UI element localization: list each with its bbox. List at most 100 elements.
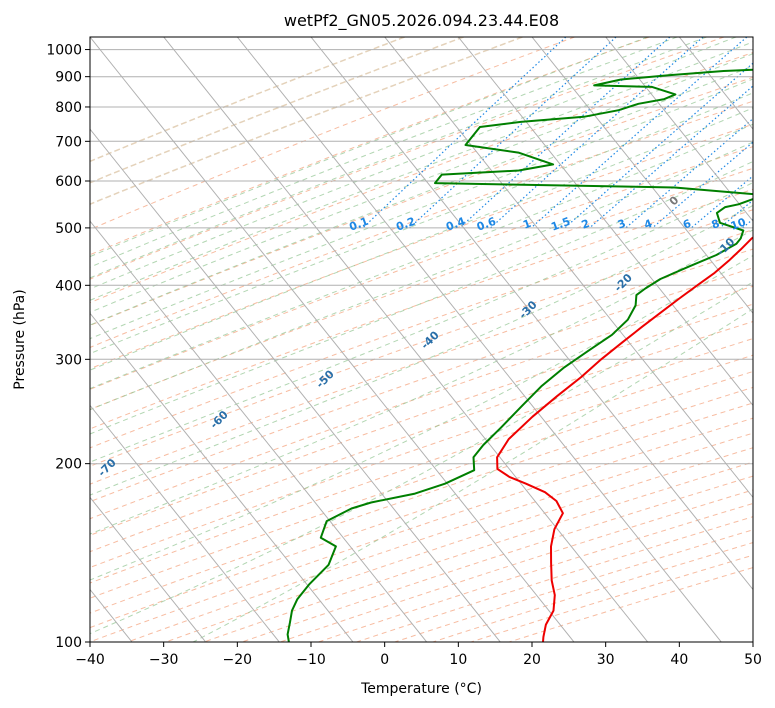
theta-e-line [90, 37, 523, 205]
dry-adiabat-line [90, 100, 753, 348]
x-axis-title: Temperature (°C) [360, 681, 482, 697]
temperature-line [496, 236, 753, 642]
y-tick-label: 600 [55, 174, 82, 190]
isotherm-line [678, 37, 753, 130]
dry-adiabat-label: -40 [419, 328, 442, 351]
plot-frame [89, 36, 754, 643]
mixing-ratio-label: 4 [642, 217, 654, 232]
dry-adiabat-label: -60 [208, 408, 231, 431]
isotherm-line [310, 37, 753, 591]
dry-adiabat-line [90, 285, 753, 520]
mixing-ratio-label: 0.2 [394, 215, 417, 234]
background-lines [90, 37, 775, 642]
y-tick-label: 1000 [46, 43, 82, 59]
y-tick-label: 300 [55, 352, 82, 368]
y-tick-label: 500 [55, 221, 82, 237]
isotherm-line [90, 404, 280, 642]
moist-adiabat-line [90, 53, 753, 313]
y-axis-title: Pressure (hPa) [12, 289, 28, 389]
y-tick-label: 700 [55, 134, 82, 150]
x-axis: −40 −30 −20 −10 0 10 20 30 40 50 [75, 642, 762, 668]
x-tick-label: 50 [744, 652, 762, 668]
isotherm-line [90, 496, 207, 642]
dry-adiabat-line [394, 529, 753, 642]
dry-adiabat-line [318, 502, 753, 642]
mixing-ratio-label: 8 [710, 217, 722, 232]
y-axis: 100 200 300 400 500 600 700 800 900 1000 [46, 43, 90, 651]
dry-adiabat-line [90, 267, 753, 503]
moist-adiabat-line [90, 37, 648, 258]
dewpoint-line [286, 68, 753, 642]
theta-e-line [90, 37, 464, 184]
moist-adiabat-label: 0 [667, 193, 682, 208]
x-tick-label: 30 [597, 652, 615, 668]
moist-adiabat-line [90, 107, 753, 371]
isotherm-line [90, 312, 354, 642]
mixing-ratio-line [742, 218, 753, 229]
x-tick-label: −10 [296, 652, 326, 668]
mixing-ratio-label: 1.5 [549, 215, 572, 234]
x-tick-label: −40 [75, 652, 105, 668]
mixing-ratio-line [770, 37, 775, 228]
x-tick-label: −20 [223, 652, 253, 668]
dry-adiabat-line [509, 567, 753, 642]
isotherm-line [163, 37, 649, 642]
moist-adiabat-line [90, 37, 707, 279]
theta-e-line [90, 37, 405, 163]
moist-adiabat-line [90, 254, 753, 581]
dry-adiabat-line [90, 188, 753, 430]
mixing-ratio-label: 0.4 [444, 215, 467, 234]
mixing-ratio-line [459, 37, 671, 229]
dry-adiabat-line [90, 321, 753, 553]
y-tick-label: 900 [55, 70, 82, 86]
y-tick-label: 800 [55, 100, 82, 116]
isotherm-line [605, 37, 753, 222]
dry-adiabat-line [90, 338, 753, 569]
dry-adiabat-line [90, 209, 753, 449]
dry-adiabat-line [90, 37, 650, 256]
mixing-ratio-label: 0.1 [348, 215, 371, 234]
dry-adiabat-line [90, 402, 753, 629]
grid [0, 37, 753, 642]
dry-adiabat-line [90, 386, 753, 614]
isotherm-line [90, 37, 575, 642]
mixing-ratio-label: 3 [616, 217, 628, 232]
dry-adiabat-line [90, 123, 753, 370]
mixing-ratio-label: 1 [521, 217, 533, 232]
series [286, 68, 753, 642]
mixing-ratio-label: 0.6 [475, 215, 498, 234]
isotherm-line [90, 220, 428, 642]
moist-adiabat-line [90, 204, 753, 496]
x-tick-label: 20 [523, 652, 541, 668]
mixing-ratio-label: 2 [580, 217, 592, 232]
isotherm-line [457, 37, 753, 407]
x-tick-label: −30 [149, 652, 179, 668]
dry-adiabat-line [165, 447, 753, 642]
dry-adiabat-line [203, 461, 753, 642]
dry-adiabat-line [470, 554, 753, 642]
isotherm-line [0, 37, 58, 642]
dry-adiabat-line [90, 37, 575, 231]
mixing-ratio-label: 13 [756, 215, 775, 232]
y-tick-label: 100 [55, 635, 82, 651]
isotherm-line [236, 37, 722, 642]
moist-adiabat-line [90, 41, 753, 301]
isotherm-line [531, 37, 753, 315]
isotherm-line [752, 37, 753, 38]
chart-title: wetPf2_GN05.2026.094.23.44.E08 [284, 11, 559, 31]
dry-adiabat-line [90, 370, 753, 599]
x-tick-label: 40 [670, 652, 688, 668]
isotherm-line [90, 128, 501, 642]
x-tick-label: 10 [449, 652, 467, 668]
mixing-ratio-line [652, 141, 753, 229]
mixing-ratio-line [530, 37, 748, 229]
dry-adiabat-label: -50 [314, 367, 337, 390]
x-tick-label: 0 [380, 652, 389, 668]
dry-adiabat-label: -70 [96, 456, 119, 479]
y-tick-label: 400 [55, 278, 82, 294]
mixing-ratio-line [564, 62, 753, 229]
dry-adiabat-line [241, 475, 753, 642]
mixing-ratio-label: 6 [681, 217, 693, 232]
mixing-ratio-label: 10 [729, 215, 748, 233]
